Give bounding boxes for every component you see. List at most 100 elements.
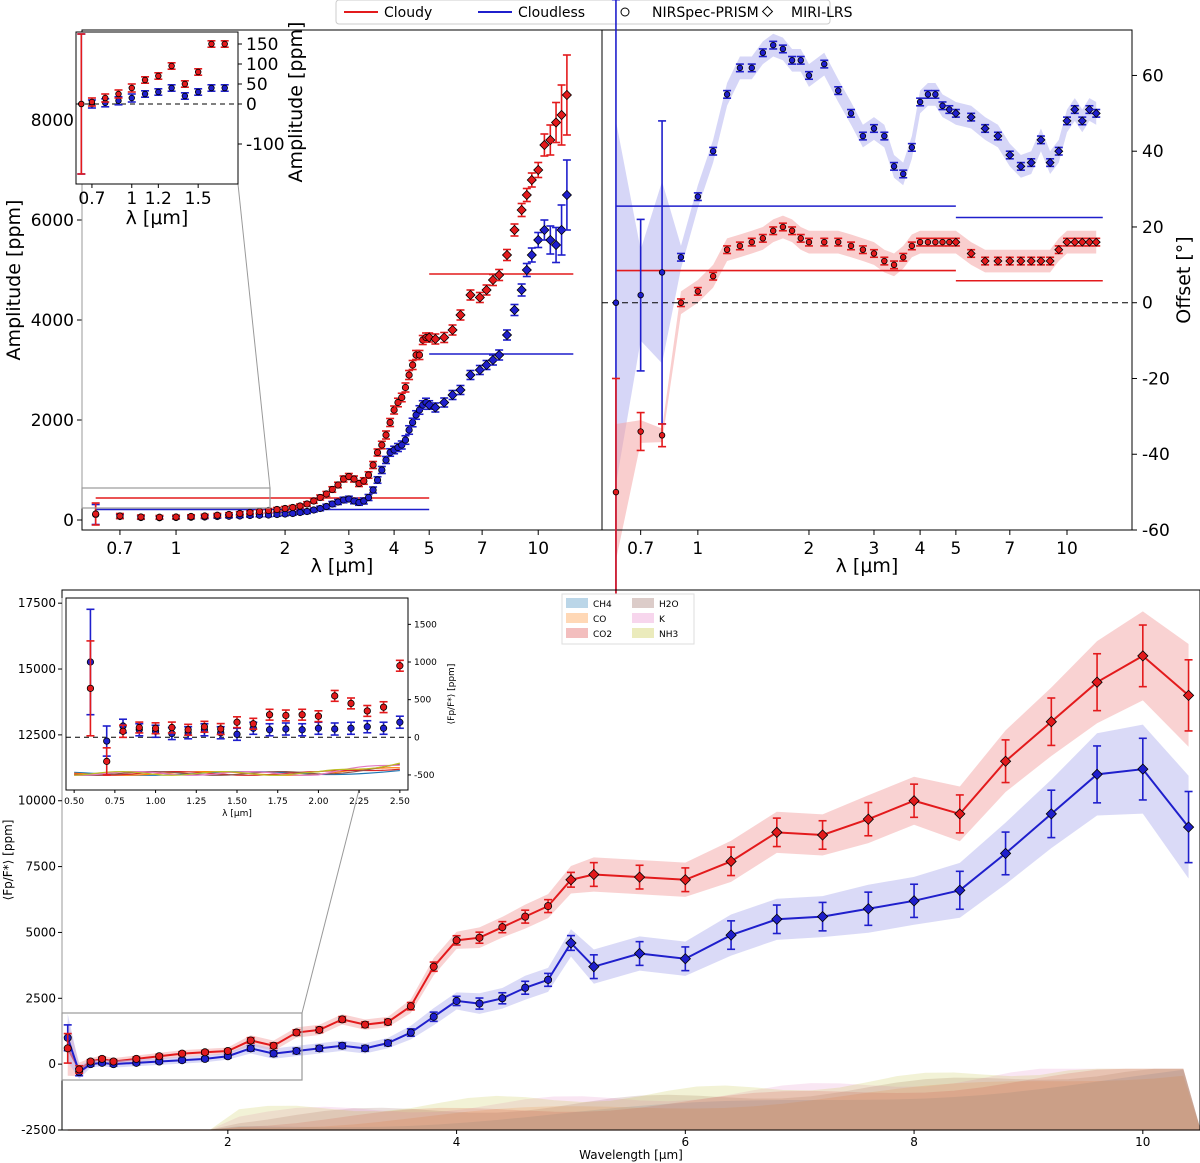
- inset-amp-cloudy-point: [181, 80, 189, 88]
- off-cloudy-point: [847, 242, 855, 250]
- spec-cloudy-point: [862, 813, 874, 825]
- off-cloudless-point: [612, 299, 620, 306]
- spec-cloudy-point: [155, 1052, 164, 1061]
- inset-spec-cloudy-point: [396, 662, 404, 670]
- inset-spec-cloudy-point: [168, 723, 176, 732]
- x-tick-label: 2: [280, 539, 291, 559]
- amp-cloudy-point: [236, 509, 244, 518]
- species-swatch-co: [566, 613, 588, 623]
- amp-cloudy-point: [273, 505, 281, 514]
- amp-cloudless-point: [364, 493, 373, 502]
- amp-cloudy-point: [526, 174, 537, 186]
- inset-amp-cloudless-point: [115, 97, 122, 104]
- x-tick-label: 4: [915, 539, 926, 559]
- off-cloudless-point: [723, 91, 731, 98]
- amp-cloudless-point: [447, 389, 458, 401]
- spec-cloudless-point: [1182, 821, 1195, 833]
- off-cloudless-point: [916, 98, 924, 106]
- amp-cloudy-point: [322, 490, 330, 498]
- cloudless-model-band: [67, 724, 1189, 1079]
- spec-cloudless-point: [315, 1044, 324, 1053]
- amp-cloudy-point: [373, 448, 382, 457]
- spec-cloudless-point: [999, 847, 1012, 860]
- inset-x-tick-label: 1.25: [186, 797, 206, 807]
- amp-cloudless-point: [556, 224, 567, 236]
- spectrum-panel: 2 4 6 8 10-250002500500075001000012500150001…: [1, 589, 1200, 1162]
- amp-cloudless-point: [303, 507, 311, 516]
- inset-y-tick-label: 1500: [414, 620, 437, 630]
- amp-cloudy-point: [516, 204, 527, 216]
- spec-cloudy-point: [132, 1054, 141, 1063]
- amp-cloudless-point: [382, 456, 390, 464]
- inset-spec-cloudy-point: [233, 718, 241, 726]
- species-legend-frame: [561, 593, 695, 645]
- amp-cloudy-point: [430, 333, 441, 345]
- inset-species-nh3-line: [74, 762, 400, 776]
- amp-cloudless-point: [481, 359, 492, 371]
- spec-cloudy-point: [633, 871, 646, 883]
- spec-cloudy-point: [406, 1002, 415, 1011]
- spec-cloudless-point: [406, 1028, 415, 1037]
- amp-cloudy-point: [378, 441, 386, 449]
- y-axis-label: Offset [°]: [1173, 236, 1195, 323]
- inset-spec-cloudy-point: [184, 726, 192, 734]
- amp-cloudy-point: [447, 324, 458, 336]
- off-cloudy-point: [1054, 245, 1064, 255]
- amp-cloudless-point: [487, 354, 499, 366]
- inset-y-tick-label: 500: [414, 696, 431, 706]
- spec-cloudy-point: [315, 1025, 324, 1034]
- x-tick-label: 10: [527, 539, 549, 559]
- inset-amp-cloudy-point: [221, 40, 228, 48]
- amp-cloudy-point: [137, 513, 145, 521]
- amp-cloudy-point: [334, 481, 342, 489]
- inset-y-tick-label: -500: [414, 771, 435, 781]
- off-cloudless-point: [1062, 116, 1072, 126]
- inset-x-tick-label: 0.50: [64, 797, 84, 807]
- spec-cloudy-point: [771, 826, 783, 838]
- amp-cloudy-point: [303, 500, 311, 508]
- amp-cloudy-point: [539, 139, 550, 151]
- inset-spec-cloudless-point: [282, 725, 290, 733]
- species-co-area: [67, 1075, 1200, 1131]
- spec-cloudless-point: [292, 1046, 301, 1055]
- spec-cloudless-point: [338, 1041, 347, 1050]
- amp-cloudless-point: [526, 249, 537, 261]
- spec-cloudy-point: [725, 855, 737, 867]
- spec-cloudy-point: [908, 795, 920, 807]
- offset-cloudy-band: [615, 215, 1097, 561]
- inset-amp-cloudy-point: [155, 72, 162, 80]
- x-tick-label: 1: [171, 539, 182, 559]
- off-cloudless-point: [736, 64, 744, 72]
- spec-cloudless-point: [1045, 808, 1057, 820]
- offset-cloudless-band: [615, 33, 1097, 485]
- off-cloudless-point: [797, 57, 804, 64]
- inset-spec-cloudless-point: [265, 726, 274, 734]
- inset-y-tick-label: -100: [246, 135, 285, 155]
- y-tick-label: 0: [1142, 294, 1153, 314]
- y-tick-label: 2500: [25, 991, 56, 1005]
- inset-amp-cloudless-point: [141, 90, 149, 98]
- amp-cloudy-point: [561, 89, 572, 101]
- amp-cloudless-point: [455, 384, 466, 396]
- spec-cloudy-point: [1091, 676, 1103, 688]
- inset-x-tick-label: 2.00: [308, 797, 328, 807]
- amp-cloudy-point: [401, 383, 410, 392]
- spec-cloudy-point: [954, 808, 966, 820]
- inset-spec-cloudy-point: [363, 707, 371, 715]
- inset-spec-cloudless-point: [396, 718, 404, 726]
- inset-spec-cloudless-point: [331, 725, 339, 733]
- species-label-ch4: CH4: [593, 600, 612, 610]
- amp-cloudless-point: [289, 509, 297, 518]
- spec-cloudy-point: [223, 1046, 232, 1055]
- species-label-nh3: NH3: [659, 630, 678, 640]
- amp-cloudy-point: [415, 351, 424, 359]
- spec-cloudless-point: [908, 895, 920, 907]
- inset-amp-cloudy-point: [88, 98, 96, 106]
- off-cloudless-point: [779, 45, 787, 53]
- off-cloudless-point: [900, 170, 907, 178]
- species-swatch-ch4: [566, 598, 588, 608]
- spec-cloudless-point: [429, 1012, 438, 1021]
- x-tick-label: 0.7: [106, 539, 133, 559]
- off-cloudy-point: [859, 246, 867, 253]
- spec-cloudless-point: [679, 953, 691, 965]
